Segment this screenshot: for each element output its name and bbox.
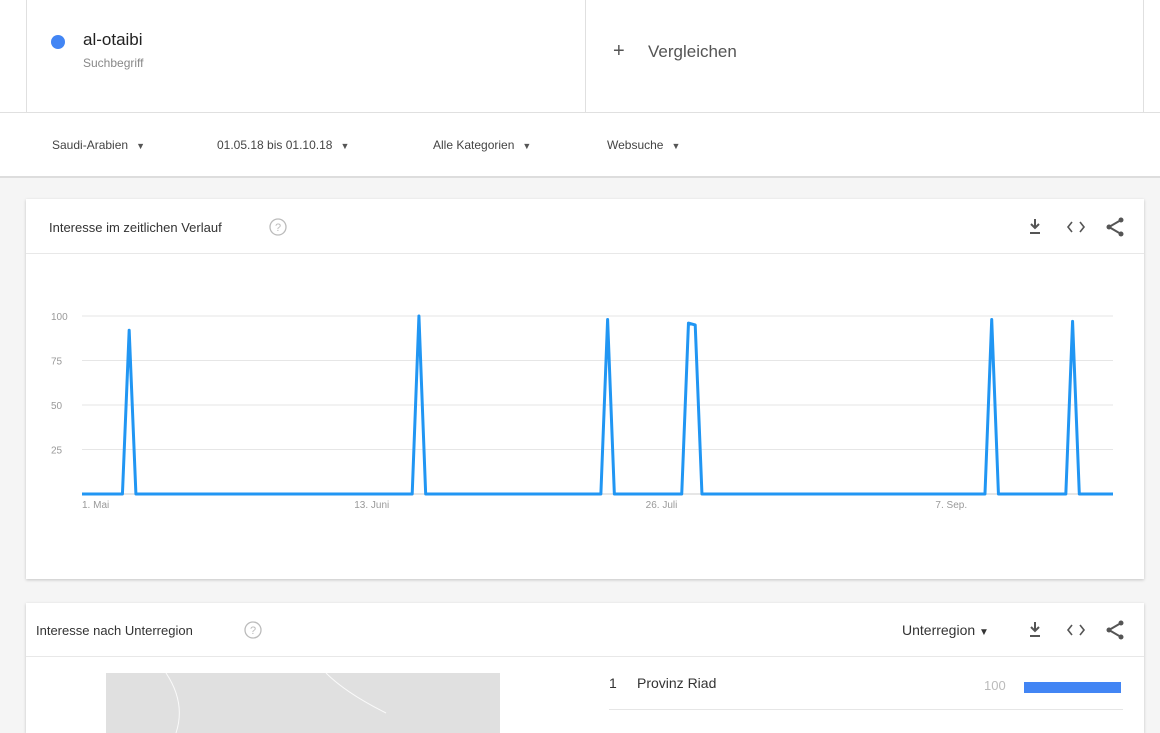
card-tools[interactable] bbox=[1026, 618, 1136, 642]
compare-box[interactable]: + Vergleichen bbox=[585, 0, 1144, 112]
dropdown-arrow: ▼ bbox=[136, 141, 145, 151]
region-name: Provinz Riad bbox=[637, 675, 717, 691]
filter-dropdown[interactable]: Saudi-Arabien ▼ bbox=[52, 138, 145, 152]
filter-label: Saudi-Arabien bbox=[52, 138, 129, 152]
svg-text:?: ? bbox=[250, 625, 256, 637]
row-divider bbox=[609, 709, 1123, 710]
region-selector[interactable]: Unterregion ▼ bbox=[902, 622, 989, 638]
time-card: Interesse im zeitlichen Verlauf ? 25 50 75… bbox=[26, 199, 1144, 579]
compare-label: Vergleichen bbox=[648, 42, 737, 61]
dropdown-arrow: ▼ bbox=[522, 141, 532, 151]
filter-dropdown[interactable]: Websuche ▼ bbox=[607, 138, 680, 152]
line-chart: 25 50 75 100 1. Mai 13. Juni 26. Juli 7. Sep. bbox=[51, 312, 1113, 511]
filter-dropdown[interactable]: Alle Kategorien ▼ bbox=[433, 138, 531, 152]
region-card: Interesse nach Unterregion ? Unterregion… bbox=[26, 603, 1144, 733]
card-tools[interactable] bbox=[1026, 215, 1136, 239]
series-line bbox=[82, 314, 1113, 496]
filter-label: 01.05.18 bis 01.10.18 bbox=[217, 138, 333, 152]
filter-dropdown[interactable]: 01.05.18 bis 01.10.18 ▼ bbox=[217, 138, 349, 152]
term-name[interactable]: al-otaibi bbox=[83, 30, 143, 49]
x-tick-label: 26. Juli bbox=[646, 500, 678, 511]
region-rank: 1 bbox=[609, 675, 617, 691]
help-icon[interactable]: ? bbox=[243, 620, 263, 640]
dropdown-arrow: ▼ bbox=[671, 141, 681, 151]
y-tick-label: 75 bbox=[51, 357, 63, 368]
x-tick-label: 7. Sep. bbox=[935, 500, 967, 511]
filter-label: Alle Kategorien bbox=[433, 138, 515, 152]
region-value: 100 bbox=[984, 678, 1006, 693]
region-bar bbox=[1024, 682, 1121, 693]
help-icon[interactable]: ? bbox=[268, 217, 288, 237]
svg-text:?: ? bbox=[275, 222, 281, 234]
compare-plus: + bbox=[613, 40, 625, 62]
selector-label: Unterregion bbox=[902, 622, 976, 638]
y-tick-label: 50 bbox=[51, 401, 63, 412]
card-title: Interesse im zeitlichen Verlauf bbox=[49, 220, 222, 235]
term-box: al-otaibi Suchbegriff bbox=[26, 0, 586, 112]
y-tick-label: 25 bbox=[51, 446, 63, 457]
term-dot bbox=[51, 35, 65, 49]
card-title: Interesse nach Unterregion bbox=[36, 623, 193, 638]
x-tick-label: 1. Mai bbox=[82, 500, 109, 511]
term-type: Suchbegriff bbox=[83, 56, 144, 70]
dropdown-arrow: ▼ bbox=[340, 141, 350, 151]
region-map bbox=[106, 673, 500, 733]
filter-label: Websuche bbox=[607, 138, 664, 152]
header: al-otaibi Suchbegriff + Vergleichen Saud… bbox=[0, 0, 1160, 178]
y-tick-label: 100 bbox=[51, 312, 68, 323]
x-tick-label: 13. Juni bbox=[354, 500, 389, 511]
